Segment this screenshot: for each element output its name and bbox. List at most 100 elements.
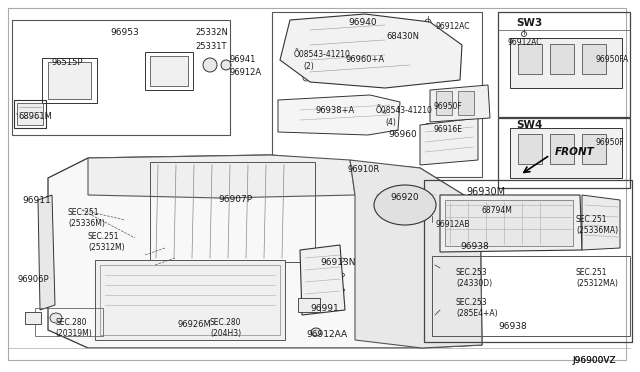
Text: 68794M: 68794M (482, 206, 513, 215)
Text: 96940: 96940 (348, 18, 376, 27)
Text: SEC.251: SEC.251 (576, 268, 607, 277)
Text: 68430N: 68430N (386, 32, 419, 41)
Ellipse shape (425, 19, 431, 25)
Polygon shape (300, 245, 345, 315)
Bar (518, 134, 542, 164)
Ellipse shape (203, 58, 217, 72)
Ellipse shape (50, 313, 62, 323)
Ellipse shape (437, 75, 443, 81)
Text: SEC.280: SEC.280 (210, 318, 241, 327)
Ellipse shape (440, 99, 447, 108)
Ellipse shape (374, 185, 436, 225)
Text: FRONT: FRONT (555, 147, 595, 157)
Text: 96950FA: 96950FA (595, 55, 628, 64)
Text: 96938+A: 96938+A (315, 106, 355, 115)
Text: 96912AA: 96912AA (306, 330, 347, 339)
Polygon shape (420, 118, 478, 165)
Polygon shape (280, 14, 462, 88)
Bar (582, 44, 606, 74)
Ellipse shape (339, 288, 344, 292)
Text: (2): (2) (303, 62, 314, 71)
Text: (25336M): (25336M) (68, 219, 105, 228)
Bar (42, 58, 97, 103)
Ellipse shape (522, 32, 527, 36)
Ellipse shape (380, 108, 388, 116)
Text: 96907P: 96907P (218, 195, 252, 204)
Text: (20319M): (20319M) (55, 329, 92, 338)
Text: SEC.251: SEC.251 (88, 232, 120, 241)
Bar (550, 134, 574, 164)
Ellipse shape (440, 264, 448, 272)
Bar (48, 62, 91, 99)
Text: 96938: 96938 (498, 322, 527, 331)
Text: SW3: SW3 (516, 18, 542, 28)
Bar (298, 298, 320, 312)
Polygon shape (510, 38, 622, 88)
Ellipse shape (525, 53, 535, 65)
Ellipse shape (525, 143, 535, 155)
Polygon shape (38, 195, 55, 310)
Text: Õ08543-41210: Õ08543-41210 (376, 106, 433, 115)
Text: (4): (4) (385, 118, 396, 127)
Text: (24330D): (24330D) (456, 279, 492, 288)
Ellipse shape (449, 322, 455, 328)
Bar (12, 20, 230, 135)
Polygon shape (582, 195, 620, 250)
Text: 96930M: 96930M (466, 187, 505, 197)
Ellipse shape (557, 143, 567, 155)
Bar (150, 162, 315, 262)
Text: 68961M: 68961M (18, 112, 52, 121)
Text: S: S (382, 109, 386, 115)
Bar (14, 100, 46, 128)
Text: 96515P: 96515P (52, 58, 83, 67)
Text: J96900VZ: J96900VZ (572, 356, 616, 365)
Polygon shape (350, 160, 482, 348)
Text: 96913N: 96913N (320, 258, 355, 267)
Ellipse shape (449, 49, 455, 55)
Bar (17, 103, 43, 125)
Bar (550, 44, 574, 74)
Text: Õ08543-41210: Õ08543-41210 (294, 50, 351, 59)
Bar (498, 118, 630, 188)
Text: 96911: 96911 (22, 196, 51, 205)
Ellipse shape (440, 306, 448, 314)
Ellipse shape (79, 75, 85, 81)
Text: J96900VZ: J96900VZ (572, 356, 616, 365)
Text: 96920: 96920 (390, 193, 419, 202)
Bar (432, 256, 630, 336)
Text: 96938: 96938 (460, 242, 489, 251)
Text: SEC.253: SEC.253 (456, 268, 488, 277)
Text: 96926M: 96926M (178, 320, 212, 329)
Bar (498, 12, 630, 117)
Polygon shape (510, 128, 622, 178)
Text: SEC.253: SEC.253 (456, 298, 488, 307)
Ellipse shape (424, 124, 433, 132)
Text: 96950F: 96950F (434, 102, 463, 111)
Text: SEC.251: SEC.251 (68, 208, 99, 217)
Ellipse shape (589, 53, 599, 65)
Text: 96916E: 96916E (434, 125, 463, 134)
Bar (35, 308, 103, 336)
Ellipse shape (64, 74, 72, 82)
Bar (95, 260, 285, 340)
Bar (445, 200, 573, 246)
Ellipse shape (339, 273, 344, 277)
Ellipse shape (589, 143, 599, 155)
Text: 96953: 96953 (110, 28, 139, 37)
Text: SEC.251: SEC.251 (576, 215, 607, 224)
Text: (285E4+A): (285E4+A) (456, 309, 498, 318)
Ellipse shape (221, 60, 231, 70)
Ellipse shape (429, 219, 435, 225)
Ellipse shape (426, 125, 431, 131)
Text: 96912AC: 96912AC (436, 22, 470, 31)
Ellipse shape (463, 99, 470, 108)
Ellipse shape (303, 75, 309, 81)
Text: SEC.280: SEC.280 (55, 318, 86, 327)
Bar (424, 180, 632, 342)
Ellipse shape (557, 53, 567, 65)
Text: (25312M): (25312M) (88, 243, 125, 252)
Polygon shape (48, 155, 482, 348)
Bar (100, 265, 280, 335)
Ellipse shape (298, 52, 307, 61)
Bar (145, 52, 193, 90)
